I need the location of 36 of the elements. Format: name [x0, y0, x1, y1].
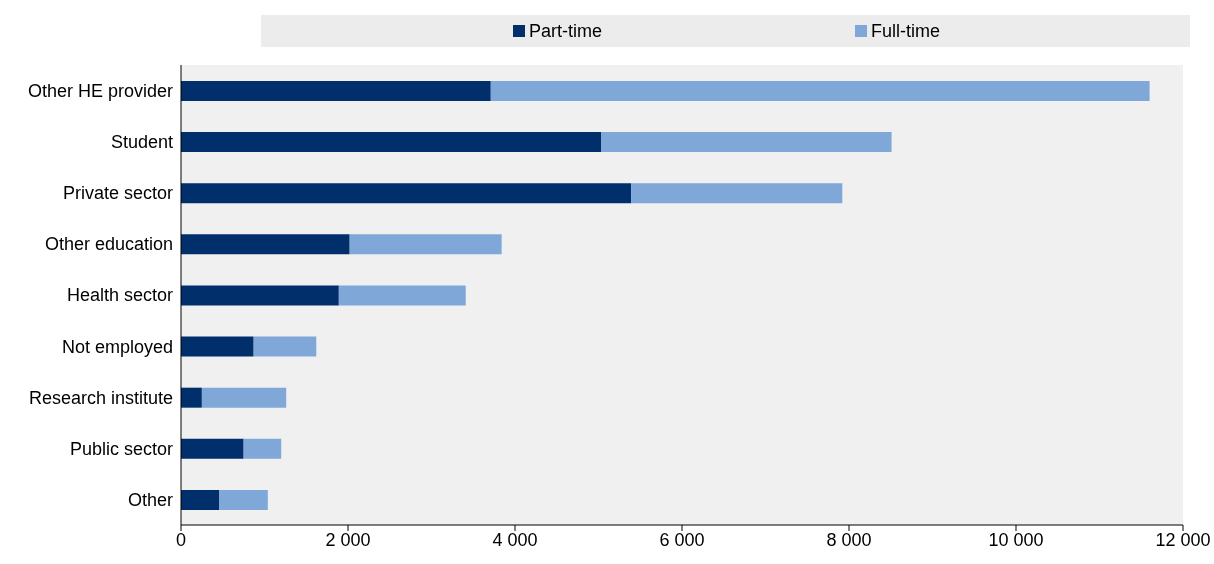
y-tick-label: Other [127, 489, 173, 510]
y-tick-label: Student [110, 132, 173, 153]
bar [243, 438, 282, 459]
bar [181, 234, 350, 255]
x-tick-label: 2 000 [325, 529, 371, 550]
bar [181, 336, 254, 357]
y-tick-label: Other education [44, 234, 173, 255]
x-tick-label: 6 000 [659, 529, 705, 550]
y-tick-label: Health sector [66, 285, 173, 306]
y-tick-label: Not employed [61, 336, 173, 357]
bar [201, 387, 287, 408]
legend-label: Full-time [871, 20, 941, 42]
bar [181, 81, 491, 101]
x-tick-label: 8 000 [826, 529, 872, 550]
bar [490, 81, 1150, 101]
x-tick-label: 12 000 [1155, 529, 1211, 550]
x-tick-label: 0 [175, 529, 187, 550]
bar [349, 234, 502, 255]
bar [181, 285, 339, 306]
bar [253, 336, 317, 357]
bar [601, 132, 892, 153]
y-tick-label: Private sector [62, 183, 173, 204]
bar [181, 132, 602, 153]
bar [181, 489, 220, 510]
bar [181, 183, 632, 204]
y-tick-label: Research institute [28, 387, 173, 408]
bar [181, 438, 244, 459]
x-tick-label: 10 000 [988, 529, 1044, 550]
x-tick-label: 4 000 [492, 529, 538, 550]
y-tick-label: Other HE provider [27, 80, 173, 101]
bar [219, 489, 268, 510]
bar [631, 183, 843, 204]
bar [181, 387, 202, 408]
y-tick-label: Public sector [69, 438, 173, 459]
legend-label: Part-time [529, 20, 603, 42]
bar [338, 285, 466, 306]
